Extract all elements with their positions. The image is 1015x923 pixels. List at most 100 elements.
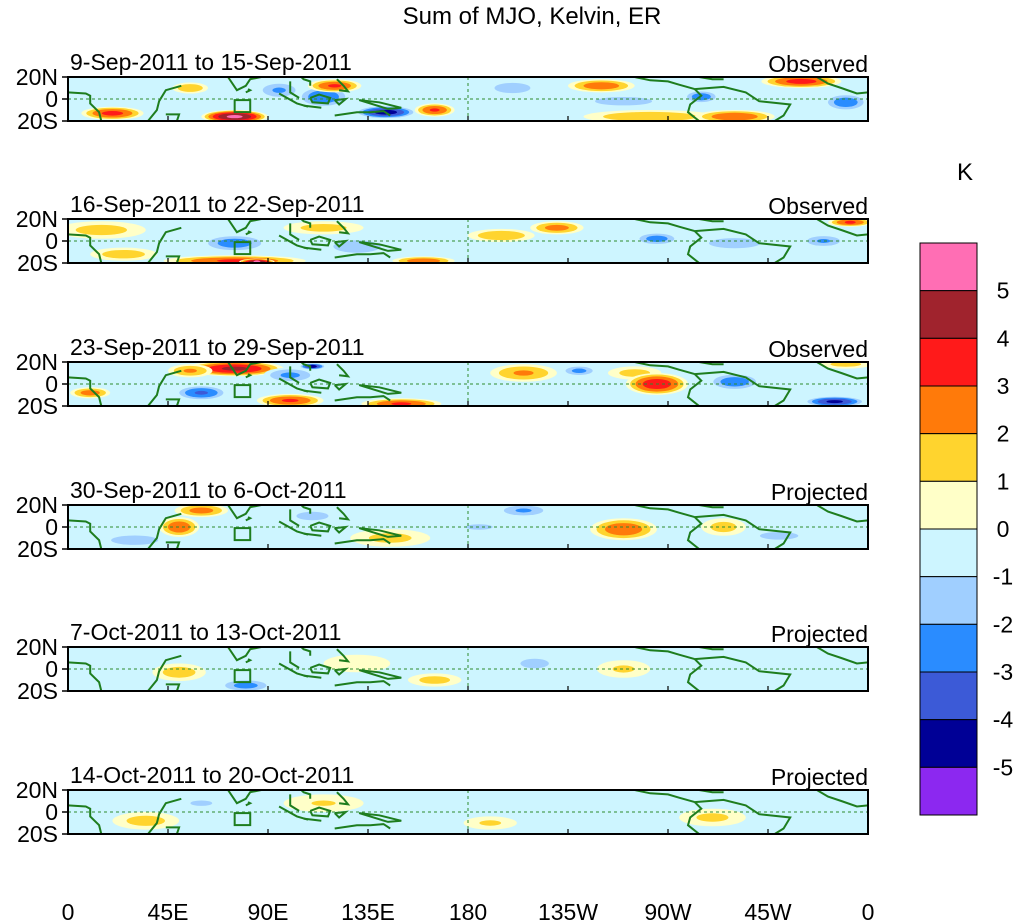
colorbar-swatch [919, 623, 978, 673]
anomaly-contour [603, 111, 698, 121]
coastline [303, 246, 322, 251]
coastline [358, 241, 402, 252]
coastline [336, 363, 351, 378]
anomaly-contour [465, 524, 493, 530]
coastline [333, 667, 349, 676]
y-tick-label: 20S [17, 108, 58, 134]
anomaly-contour [90, 651, 180, 665]
anomaly-contour [595, 96, 653, 106]
anomaly-contour [189, 507, 214, 514]
coastline [245, 516, 253, 522]
coastline [245, 230, 253, 236]
anomaly-contour [583, 82, 620, 90]
y-tick-label: 20N [16, 777, 58, 803]
coastline [227, 219, 262, 234]
chart-title: Sum of MJO, Kelvin, ER [403, 3, 662, 30]
status-label: Observed [768, 193, 868, 219]
coastline [694, 513, 792, 549]
y-tick-label: 20N [16, 206, 58, 232]
x-tick-label: 90E [248, 899, 289, 923]
x-tick-label: 135E [341, 899, 395, 923]
coastline [165, 826, 181, 834]
colorbar-swatch [919, 480, 978, 530]
coastline [303, 817, 322, 822]
coastline [147, 369, 182, 406]
colorbar-swatch [919, 337, 978, 387]
coastline [147, 797, 182, 834]
coastline [694, 227, 792, 263]
coastline [333, 810, 349, 819]
coastline [336, 506, 351, 521]
coastline [300, 505, 312, 514]
anomaly-contour [513, 370, 534, 376]
x-tick-label: 0 [62, 899, 75, 923]
coastline [309, 378, 332, 390]
anomaly-contour [323, 654, 391, 673]
coastline [634, 362, 695, 376]
y-tick-label: 20S [17, 250, 58, 276]
coastline [309, 521, 332, 533]
coastline [358, 812, 402, 823]
coastline [289, 794, 300, 812]
y-tick-label: 0 [45, 86, 58, 112]
coastline [300, 77, 312, 86]
region-box [233, 241, 252, 256]
colorbar-label: 2 [997, 421, 1010, 447]
coastline [334, 252, 391, 259]
anomaly-contour [162, 666, 196, 678]
y-tick-label: 20N [16, 492, 58, 518]
anomaly-contour [327, 84, 342, 88]
coastline [694, 655, 792, 691]
colorbar-swatch [919, 433, 978, 482]
anomaly-contour [604, 523, 643, 536]
panel-3: 23-Sep-2011 to 29-Sep-2011 Observed 20N020… [16, 334, 869, 419]
anomaly-contour [311, 800, 336, 806]
coastline [300, 790, 312, 799]
y-tick-label: 0 [45, 799, 58, 825]
anomaly-contour [816, 239, 831, 243]
anomaly-contour [101, 111, 124, 116]
coastline [300, 647, 312, 656]
coastline [336, 791, 351, 806]
coastline [309, 235, 332, 247]
coastline [333, 525, 349, 534]
period-label: 14-Oct-2011 to 20-Oct-2011 [70, 762, 354, 788]
panel-4: 30-Sep-2011 to 6-Oct-2011 Projected 20N020… [16, 477, 869, 562]
anomaly-contour [102, 249, 145, 259]
coastline [227, 77, 262, 92]
coastline [147, 226, 182, 263]
coastline [309, 93, 332, 105]
coastline [686, 373, 703, 406]
coastline [816, 790, 868, 808]
colorbar-swatch [919, 576, 978, 625]
x-tick-label: 45W [744, 899, 792, 923]
colorbar-swatch [919, 766, 978, 816]
coastline [165, 541, 181, 549]
anomaly-contour [183, 368, 197, 373]
panel-5: 7-Oct-2011 to 13-Oct-2011 Projected 20N020… [16, 619, 869, 704]
period-label: 9-Sep-2011 to 15-Sep-2011 [70, 49, 352, 75]
region-box [233, 527, 252, 542]
region-box [233, 99, 252, 114]
coastline [289, 509, 300, 527]
coastline [634, 77, 695, 91]
anomaly-contour [406, 258, 441, 263]
anomaly-contour [520, 658, 549, 669]
coastline [309, 806, 332, 818]
anomaly-contour [177, 84, 203, 92]
region-box [233, 669, 252, 684]
region-box [233, 384, 252, 399]
anomaly-contour [419, 676, 451, 684]
colorbar-label: 4 [997, 325, 1010, 351]
period-label: 16-Sep-2011 to 22-Sep-2011 [70, 191, 365, 217]
period-label: 7-Oct-2011 to 13-Oct-2011 [70, 619, 341, 645]
y-tick-label: 0 [45, 656, 58, 682]
anomaly-contour [759, 531, 799, 540]
coastline [227, 647, 262, 662]
coastline [334, 110, 391, 117]
x-tick-label: 135W [538, 899, 598, 923]
coastline [358, 669, 402, 680]
coastline [289, 223, 300, 241]
coastline [816, 362, 868, 380]
